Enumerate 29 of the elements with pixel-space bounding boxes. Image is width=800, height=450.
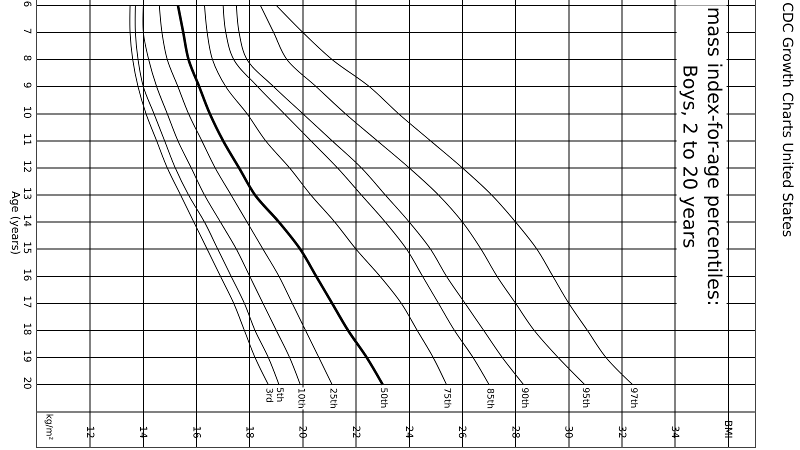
text: 50th [378, 387, 388, 408]
text: 85th [484, 388, 494, 409]
y-tick-label: 7 [21, 28, 32, 34]
y-tick-label: 9 [21, 82, 32, 88]
y-tick-label: 8 [21, 54, 32, 62]
text: 75th [442, 388, 452, 408]
y-axis-title: Age (years) [8, 191, 22, 255]
y-tick-label: 10 [21, 106, 32, 119]
y-tick-label: 17 [21, 296, 32, 308]
y-tick-label: 18 [21, 322, 32, 336]
text: 90th [518, 388, 529, 408]
y-tick-label: 6 [21, 0, 32, 8]
y-tick-label: 13 [21, 187, 32, 200]
text: 97th [628, 388, 638, 408]
text: CDC Growth Charts United States [778, 2, 795, 238]
y-tick-label: 14 [21, 214, 32, 228]
text: 5th [274, 387, 284, 402]
text: 25th [327, 388, 338, 409]
y-tick-label: 16 [21, 268, 32, 282]
y-tick-label: 12 [21, 160, 32, 173]
text: 10th [295, 388, 306, 409]
y-tick-label: 15 [21, 241, 32, 254]
annotation: kg/m² [43, 414, 54, 440]
y-tick-label: 20 [21, 376, 32, 390]
text: 3rd [264, 388, 274, 403]
y-tick-label: 11 [21, 133, 32, 146]
y-tick-label: 19 [21, 350, 32, 362]
text: 95th [580, 387, 590, 408]
text: mass index-for-age percentiles: Boys, 2 to 20 years [678, 6, 726, 306]
